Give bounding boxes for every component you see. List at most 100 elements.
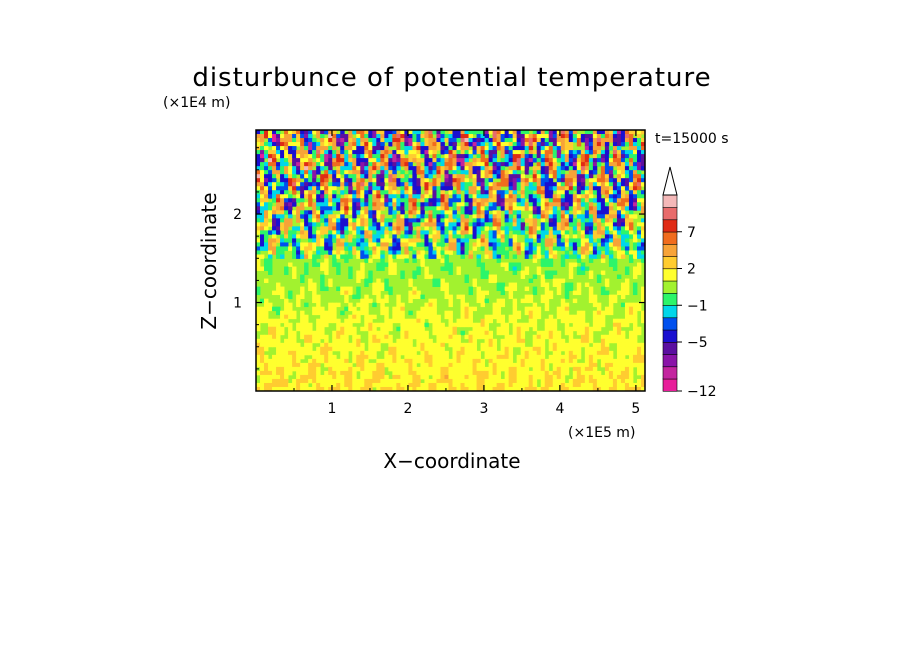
field-cell (632, 162, 638, 167)
field-cell (472, 330, 477, 336)
field-cell (268, 214, 273, 219)
field-cell (296, 134, 301, 139)
field-cell (316, 182, 321, 187)
field-cell (472, 150, 477, 155)
field-cell (556, 354, 562, 360)
field-cell (360, 186, 365, 191)
field-cell (360, 298, 365, 304)
field-cell (444, 350, 449, 356)
field-cell (316, 130, 321, 135)
field-cell (564, 370, 570, 376)
field-cell (460, 310, 465, 316)
field-cell (508, 146, 514, 151)
field-cell (348, 362, 353, 368)
field-cell (516, 242, 522, 247)
field-cell (324, 202, 329, 207)
field-cell (480, 238, 485, 243)
field-cell (376, 206, 381, 211)
field-cell (380, 154, 385, 159)
field-cell (416, 158, 421, 163)
field-cell (448, 214, 453, 219)
field-cell (432, 226, 437, 231)
field-cell (380, 306, 385, 312)
field-cell (552, 206, 558, 211)
field-cell (452, 362, 457, 368)
field-cell (536, 334, 542, 340)
field-cell (376, 166, 381, 171)
field-cell (456, 322, 461, 328)
field-cell (300, 242, 305, 247)
field-cell (364, 146, 369, 151)
field-cell (340, 386, 345, 391)
field-cell (264, 298, 269, 304)
field-cell (264, 154, 269, 159)
field-cell (624, 226, 630, 231)
field-cell (368, 178, 373, 183)
field-cell (360, 214, 365, 219)
field-cell (536, 366, 542, 372)
field-cell (336, 150, 341, 155)
field-cell (480, 246, 485, 251)
field-cell (592, 198, 598, 203)
field-cell (268, 202, 273, 207)
field-cell (396, 318, 401, 324)
field-cell (460, 222, 465, 227)
field-cell (264, 258, 269, 263)
field-cell (464, 138, 469, 143)
field-cell (540, 226, 546, 231)
field-cell (256, 150, 261, 155)
field-cell (292, 266, 297, 271)
field-cell (456, 382, 461, 388)
field-cell (360, 202, 365, 207)
field-cell (616, 178, 622, 183)
field-cell (548, 162, 554, 167)
field-cell (312, 350, 317, 356)
field-cell (480, 234, 485, 239)
field-cell (300, 290, 305, 296)
field-cell (520, 166, 526, 171)
field-cell (316, 322, 321, 328)
field-cell (496, 214, 502, 219)
field-cell (316, 242, 321, 247)
field-cell (412, 334, 417, 340)
field-cell (376, 146, 381, 151)
field-cell (548, 290, 554, 296)
field-cell (512, 262, 518, 267)
field-cell (352, 346, 357, 352)
field-cell (376, 282, 381, 287)
field-cell (360, 362, 365, 368)
field-cell (380, 358, 385, 364)
field-cell (568, 378, 574, 384)
field-cell (440, 226, 445, 231)
field-cell (440, 354, 445, 360)
field-cell (568, 314, 574, 320)
field-cell (372, 250, 377, 255)
field-cell (572, 174, 578, 179)
field-cell (628, 346, 634, 352)
field-cell (436, 354, 441, 360)
field-cell (532, 362, 538, 368)
field-cell (380, 162, 385, 167)
field-cell (556, 362, 562, 368)
field-cell (412, 146, 417, 151)
field-cell (532, 302, 538, 308)
field-cell (512, 226, 518, 231)
field-cell (432, 206, 437, 211)
field-cell (444, 290, 449, 296)
field-cell (640, 158, 645, 163)
field-cell (440, 374, 445, 380)
field-cell (364, 218, 369, 223)
field-cell (412, 230, 417, 235)
field-cell (600, 362, 606, 368)
field-cell (632, 330, 638, 336)
field-cell (576, 190, 582, 195)
field-cell (628, 138, 634, 143)
field-cell (292, 330, 297, 336)
field-cell (504, 254, 510, 259)
field-cell (340, 346, 345, 352)
field-cell (596, 322, 602, 328)
field-cell (456, 378, 461, 384)
field-cell (612, 170, 618, 175)
field-cell (608, 154, 614, 159)
field-cell (260, 174, 265, 179)
